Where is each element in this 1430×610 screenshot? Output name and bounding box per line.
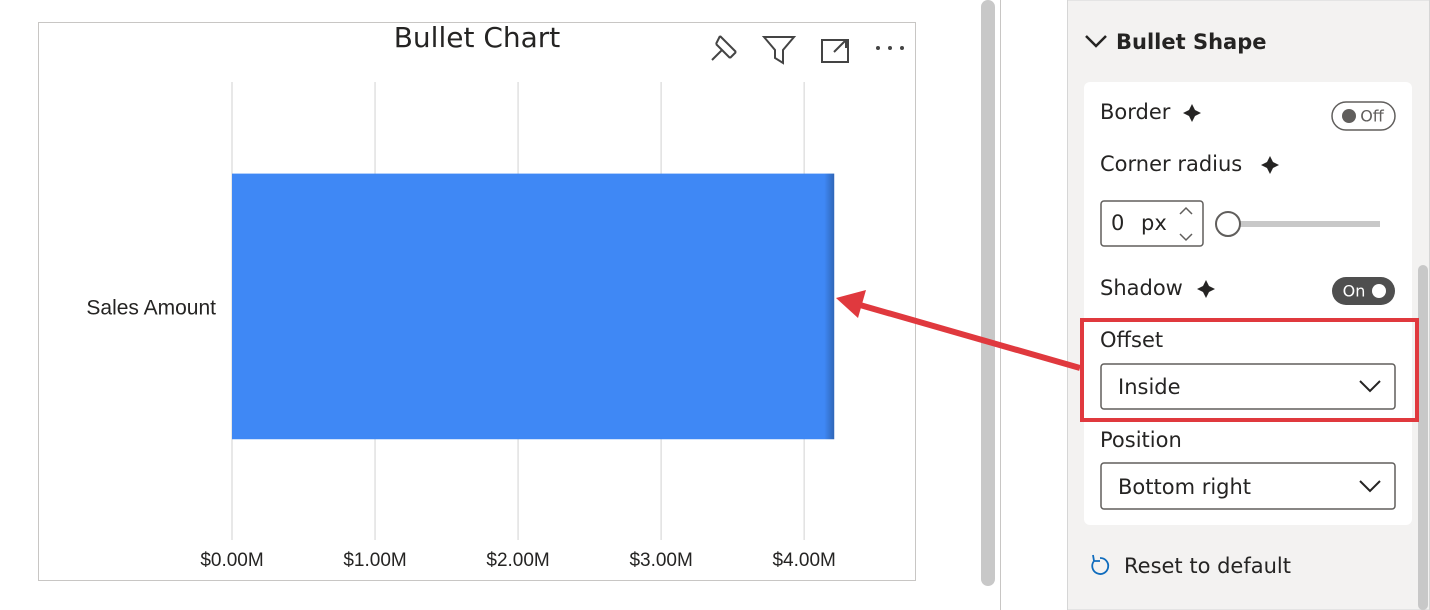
dropdown-chevron bbox=[1359, 380, 1381, 393]
annotation-arrowhead bbox=[836, 290, 866, 318]
offset-value: Inside bbox=[1118, 375, 1181, 399]
corner-radius-unit: px bbox=[1141, 211, 1167, 235]
border-toggle-text: Off bbox=[1360, 107, 1385, 126]
shadow-toggle[interactable] bbox=[1332, 277, 1395, 305]
reset-icon[interactable] bbox=[1091, 554, 1110, 575]
border-label: Border bbox=[1100, 100, 1171, 124]
scrollbar[interactable] bbox=[981, 0, 995, 586]
x-tick-label: $2.00M bbox=[486, 550, 549, 571]
corner-radius-label: Corner radius bbox=[1100, 152, 1242, 176]
x-tick-label: $3.00M bbox=[629, 550, 692, 571]
pin-icon[interactable] bbox=[711, 35, 737, 61]
y-tick-label: Sales Amount bbox=[86, 297, 216, 320]
shadow-label: Shadow bbox=[1100, 276, 1183, 300]
dropdown-chevron bbox=[1359, 480, 1381, 493]
position-value: Bottom right bbox=[1118, 475, 1251, 499]
chart-title: Bullet Chart bbox=[394, 21, 561, 54]
spinner[interactable] bbox=[1179, 206, 1193, 242]
border-toggle[interactable] bbox=[1331, 101, 1396, 131]
reset-link[interactable]: Reset to default bbox=[1124, 554, 1291, 578]
bar bbox=[232, 173, 835, 440]
card bbox=[1084, 82, 1412, 525]
bar-shadow bbox=[824, 173, 835, 440]
sparkle-icon bbox=[1183, 104, 1201, 122]
focus-icon[interactable] bbox=[821, 39, 849, 63]
x-tick-label: $4.00M bbox=[772, 550, 835, 571]
collapse-chevron[interactable] bbox=[1085, 35, 1107, 48]
sparkle-icon bbox=[1261, 156, 1279, 174]
x-tick-label: $1.00M bbox=[343, 550, 406, 571]
highlight-box bbox=[1080, 318, 1419, 422]
filter-icon[interactable] bbox=[761, 36, 797, 65]
position-dropdown[interactable] bbox=[1100, 462, 1396, 510]
plot-area: $0.00M $1.00M $2.00M $3.00M $4.00M Sales Amou… bbox=[86, 82, 836, 571]
sparkle-icon bbox=[1197, 280, 1215, 298]
position-label: Position bbox=[1100, 428, 1182, 452]
toggle-knob bbox=[1342, 109, 1356, 123]
section-title[interactable]: Bullet Shape bbox=[1116, 30, 1266, 54]
corner-radius-value: 0 bbox=[1111, 211, 1124, 235]
annotation-arrow bbox=[859, 302, 1081, 371]
offset-dropdown[interactable] bbox=[1100, 363, 1396, 410]
offset-label: Offset bbox=[1100, 328, 1163, 352]
visual-header-icons bbox=[711, 35, 904, 65]
shadow-toggle-text: On bbox=[1343, 282, 1366, 301]
corner-radius-input[interactable] bbox=[1100, 200, 1204, 247]
slider-thumb[interactable] bbox=[1215, 211, 1241, 237]
more-icon[interactable] bbox=[876, 46, 904, 50]
x-tick-label: $0.00M bbox=[200, 550, 263, 571]
pane-scrollbar[interactable] bbox=[1418, 265, 1428, 610]
toggle-knob bbox=[1372, 284, 1386, 298]
